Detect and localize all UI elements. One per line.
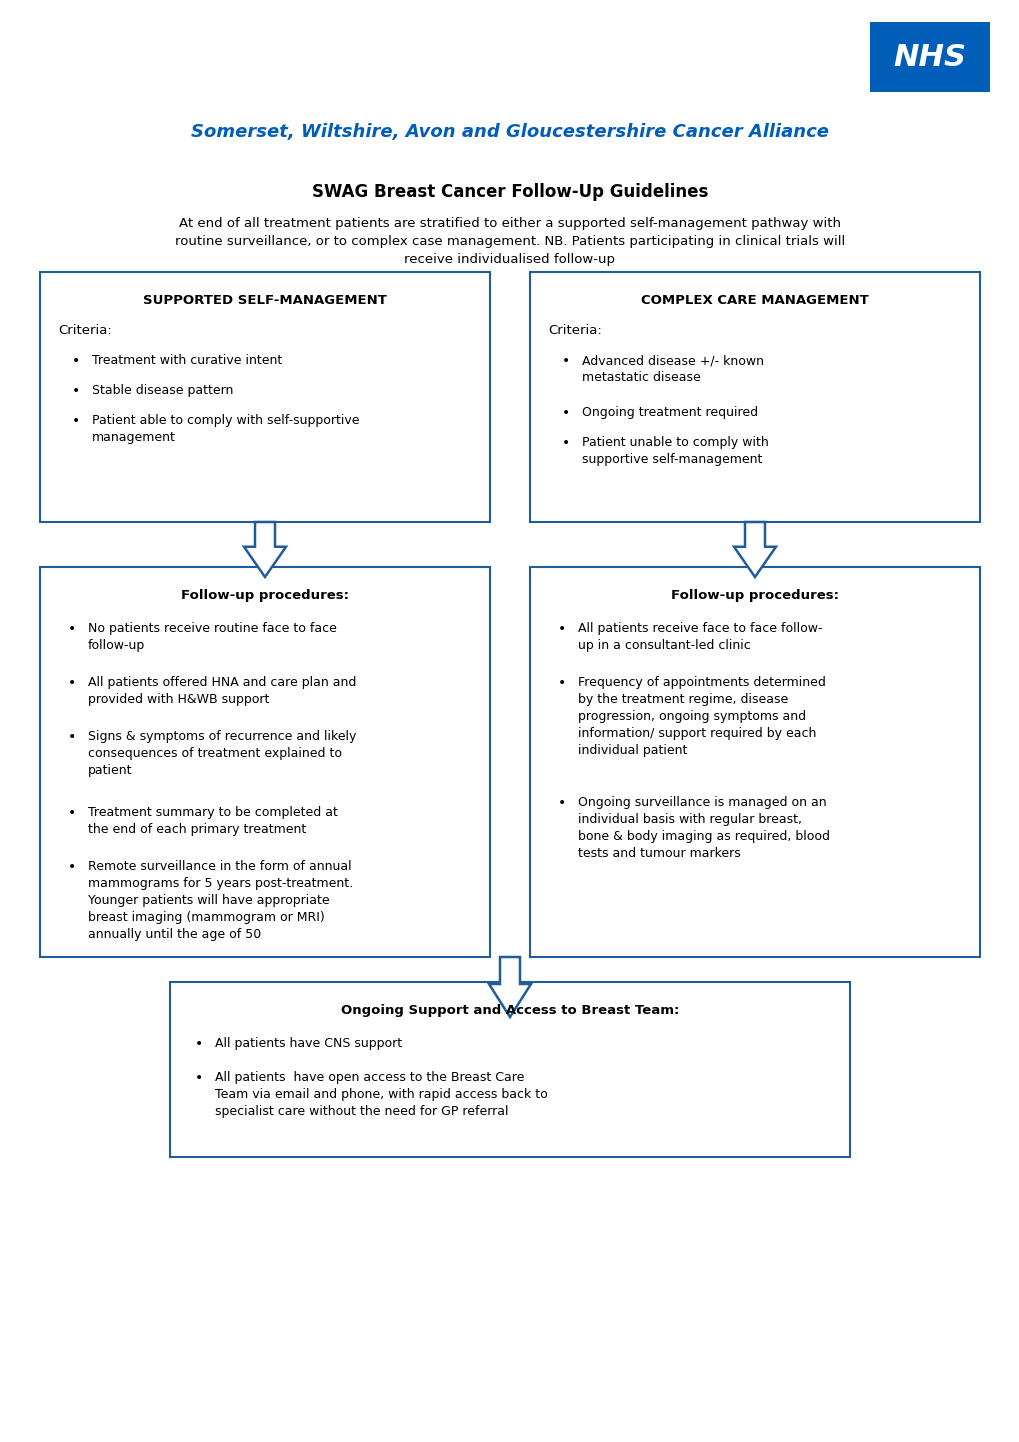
Text: Treatment summary to be completed at
the end of each primary treatment: Treatment summary to be completed at the… [88, 806, 337, 836]
Text: •: • [195, 1037, 203, 1051]
Text: •: • [557, 676, 566, 691]
Text: Signs & symptoms of recurrence and likely
consequences of treatment explained to: Signs & symptoms of recurrence and likel… [88, 730, 356, 777]
Text: All patients have CNS support: All patients have CNS support [215, 1037, 401, 1050]
Text: Patient able to comply with self-supportive
management: Patient able to comply with self-support… [92, 414, 359, 444]
Text: •: • [68, 730, 76, 744]
Polygon shape [734, 522, 775, 577]
Text: Treatment with curative intent: Treatment with curative intent [92, 353, 282, 368]
Text: Criteria:: Criteria: [547, 324, 601, 337]
Text: All patients receive face to face follow-
up in a consultant-led clinic: All patients receive face to face follow… [578, 622, 821, 652]
Text: SWAG Breast Cancer Follow-Up Guidelines: SWAG Breast Cancer Follow-Up Guidelines [312, 183, 707, 200]
Text: •: • [195, 1071, 203, 1084]
Text: All patients offered HNA and care plan and
provided with H&WB support: All patients offered HNA and care plan a… [88, 676, 356, 707]
Text: Frequency of appointments determined
by the treatment regime, disease
progressio: Frequency of appointments determined by … [578, 676, 825, 757]
Text: Follow-up procedures:: Follow-up procedures: [671, 588, 839, 601]
Text: •: • [561, 407, 570, 420]
Text: •: • [68, 622, 76, 636]
Text: Remote surveillance in the form of annual
mammograms for 5 years post-treatment.: Remote surveillance in the form of annua… [88, 859, 353, 942]
Text: •: • [561, 353, 570, 368]
Text: Patient unable to comply with
supportive self-management: Patient unable to comply with supportive… [582, 435, 768, 466]
Polygon shape [244, 522, 285, 577]
FancyBboxPatch shape [40, 567, 489, 957]
FancyBboxPatch shape [170, 982, 849, 1156]
Text: •: • [557, 796, 566, 810]
Text: Ongoing Support and Access to Breast Team:: Ongoing Support and Access to Breast Tea… [340, 1004, 679, 1017]
Text: •: • [68, 806, 76, 820]
Text: At end of all treatment patients are stratified to either a supported self-manag: At end of all treatment patients are str… [174, 218, 845, 267]
Text: Ongoing treatment required: Ongoing treatment required [582, 407, 757, 420]
Text: •: • [68, 859, 76, 874]
Polygon shape [488, 957, 531, 1017]
Text: •: • [68, 676, 76, 691]
FancyBboxPatch shape [530, 273, 979, 522]
FancyBboxPatch shape [530, 567, 979, 957]
Text: Follow-up procedures:: Follow-up procedures: [180, 588, 348, 601]
Text: Advanced disease +/- known
metastatic disease: Advanced disease +/- known metastatic di… [582, 353, 763, 384]
Text: Somerset, Wiltshire, Avon and Gloucestershire Cancer Alliance: Somerset, Wiltshire, Avon and Gloucester… [191, 123, 828, 141]
Text: All patients  have open access to the Breast Care
Team via email and phone, with: All patients have open access to the Bre… [215, 1071, 547, 1118]
Text: •: • [72, 353, 81, 368]
Text: No patients receive routine face to face
follow-up: No patients receive routine face to face… [88, 622, 336, 652]
Text: Ongoing surveillance is managed on an
individual basis with regular breast,
bone: Ongoing surveillance is managed on an in… [578, 796, 829, 859]
Text: •: • [557, 622, 566, 636]
Text: Stable disease pattern: Stable disease pattern [92, 384, 233, 397]
Text: •: • [72, 414, 81, 428]
FancyBboxPatch shape [869, 22, 989, 92]
Text: COMPLEX CARE MANAGEMENT: COMPLEX CARE MANAGEMENT [641, 294, 868, 307]
Text: NHS: NHS [893, 42, 966, 72]
FancyBboxPatch shape [40, 273, 489, 522]
Text: Criteria:: Criteria: [58, 324, 112, 337]
Text: SUPPORTED SELF-MANAGEMENT: SUPPORTED SELF-MANAGEMENT [143, 294, 386, 307]
Text: •: • [72, 384, 81, 398]
Text: •: • [561, 435, 570, 450]
